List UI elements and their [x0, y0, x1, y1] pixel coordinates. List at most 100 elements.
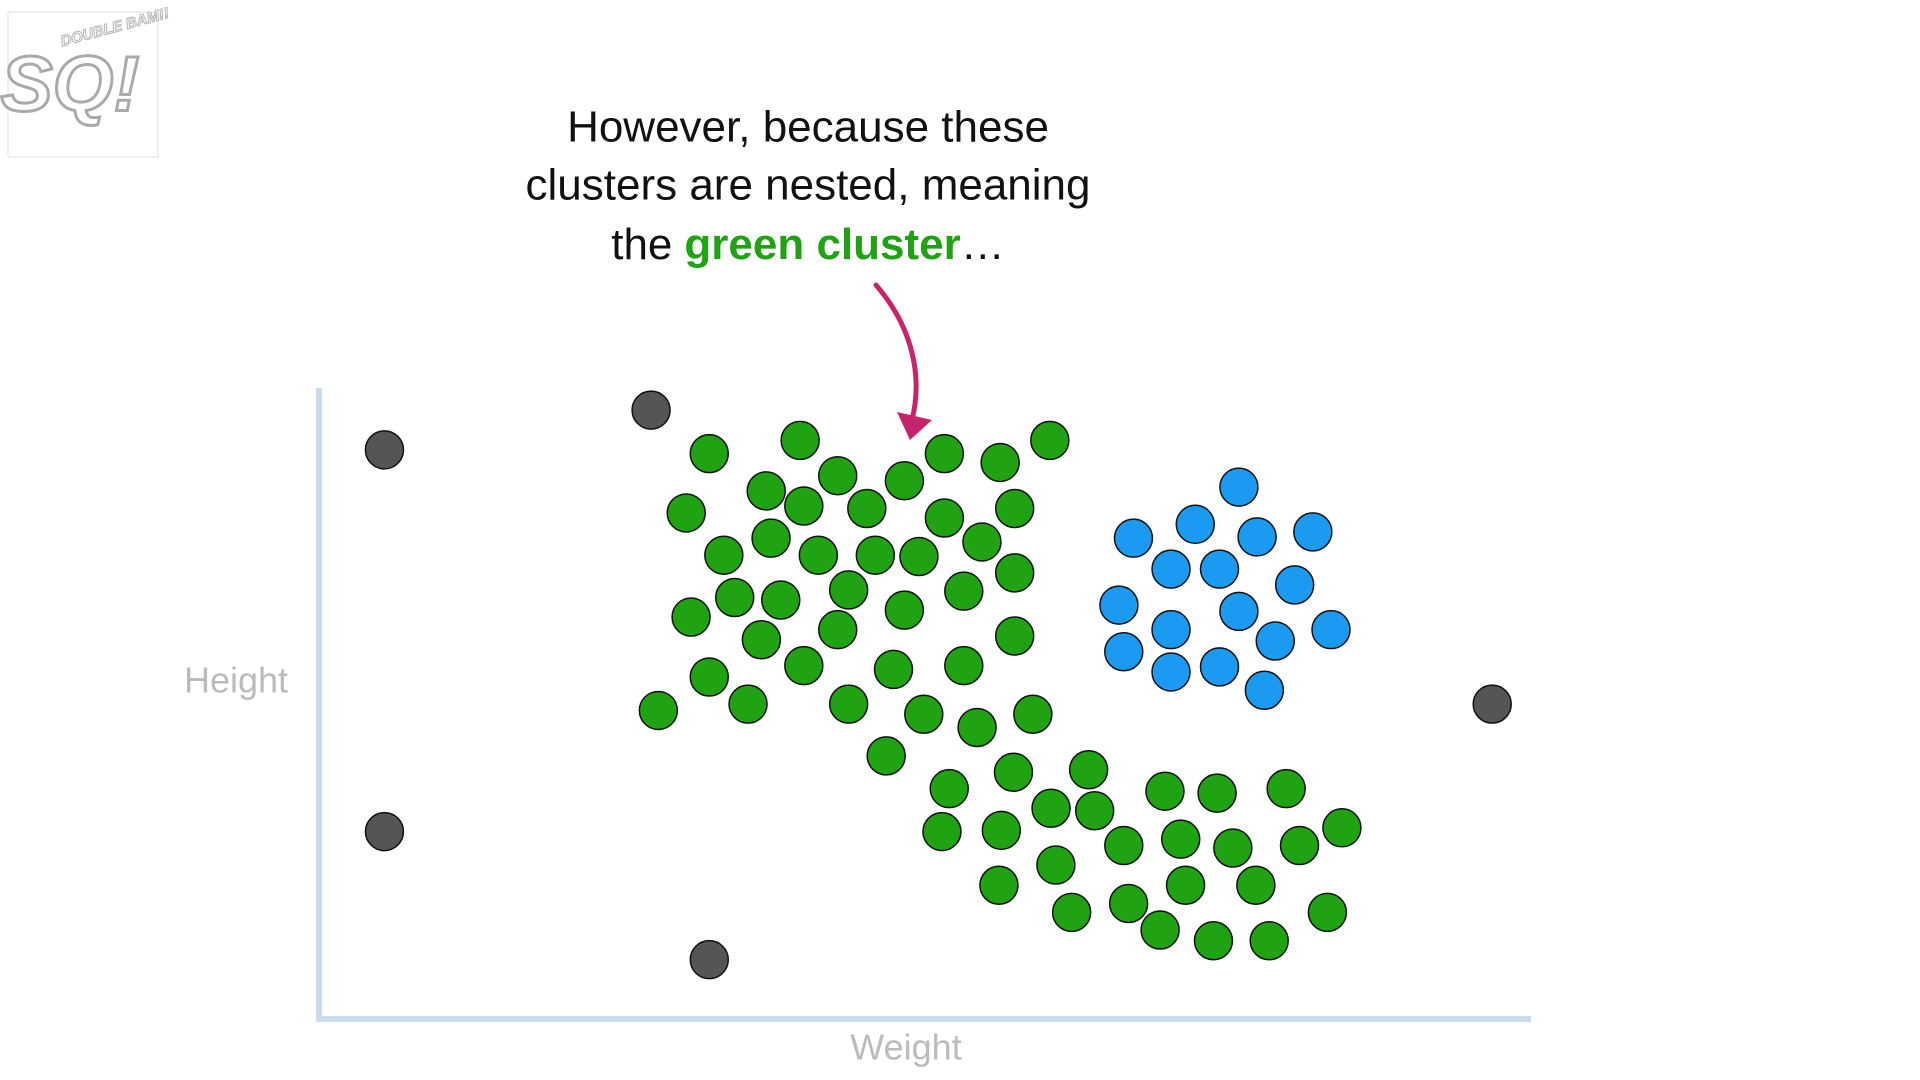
point — [1175, 504, 1216, 545]
point — [1237, 517, 1277, 557]
point — [1307, 892, 1348, 933]
arrow — [873, 282, 919, 423]
point — [1165, 865, 1206, 905]
point — [364, 430, 405, 470]
point — [1274, 565, 1315, 605]
point — [1219, 467, 1259, 507]
point — [1013, 694, 1053, 734]
point — [784, 486, 824, 526]
annotation-text: … — [961, 220, 1005, 269]
point — [1472, 684, 1512, 724]
point — [364, 811, 405, 852]
point — [1193, 921, 1234, 961]
point — [1311, 609, 1351, 650]
point — [994, 553, 1035, 593]
point — [1322, 808, 1362, 848]
point — [924, 498, 965, 538]
point — [979, 865, 1019, 905]
annotation-line: the green cluster… — [611, 220, 1005, 269]
y-axis-label: Height — [184, 660, 288, 701]
point — [828, 570, 869, 610]
point — [1099, 585, 1139, 625]
point — [1031, 788, 1071, 828]
point — [689, 657, 730, 697]
point — [1160, 819, 1201, 859]
point — [924, 433, 965, 474]
point — [817, 609, 858, 650]
point — [922, 811, 962, 852]
point — [866, 736, 906, 776]
point — [957, 707, 997, 748]
point — [1219, 591, 1259, 632]
point — [904, 694, 944, 734]
point — [1255, 621, 1296, 661]
point — [780, 420, 820, 461]
point — [1266, 768, 1306, 809]
point — [980, 442, 1020, 483]
point — [728, 684, 768, 724]
point — [666, 493, 706, 533]
point — [962, 522, 1002, 562]
point — [1236, 865, 1276, 905]
point — [1068, 750, 1109, 790]
point — [817, 455, 858, 496]
arrow-head — [897, 412, 932, 440]
point — [1113, 518, 1154, 558]
point — [704, 535, 744, 575]
point — [1051, 892, 1092, 933]
point — [1074, 791, 1115, 831]
logo-letters: SQ! — [1, 40, 140, 128]
point — [1145, 771, 1185, 811]
point — [798, 535, 839, 575]
point — [828, 684, 869, 724]
point — [1249, 921, 1289, 961]
point — [884, 461, 925, 501]
point — [1104, 825, 1144, 866]
point — [1036, 845, 1076, 885]
point — [689, 939, 730, 980]
point — [944, 571, 984, 611]
point — [689, 433, 730, 474]
point — [847, 488, 887, 529]
point — [671, 597, 711, 637]
point — [855, 535, 896, 575]
point — [638, 690, 679, 731]
point — [993, 752, 1034, 793]
point — [994, 616, 1035, 656]
logo: SQ! DOUBLE BAM!! — [0, 4, 171, 158]
point — [873, 649, 914, 690]
point — [1279, 825, 1320, 866]
point — [1197, 773, 1237, 813]
annotation-line: However, because these — [567, 103, 1049, 152]
point — [741, 620, 782, 660]
logo-frame — [7, 11, 159, 158]
point — [1151, 609, 1191, 650]
annotation-text: the — [611, 220, 672, 269]
point — [1030, 420, 1070, 461]
annotation-highlight: green cluster — [684, 220, 960, 269]
point — [751, 518, 791, 558]
point — [761, 580, 801, 620]
point — [746, 471, 786, 511]
point — [1199, 647, 1240, 687]
point — [1151, 549, 1191, 589]
point — [1151, 652, 1191, 692]
point — [1104, 632, 1144, 672]
point — [784, 645, 824, 686]
point — [944, 645, 984, 686]
point — [1108, 883, 1149, 924]
point — [714, 577, 755, 618]
point — [631, 390, 671, 430]
point — [1140, 910, 1180, 950]
point — [1199, 549, 1240, 589]
point — [1244, 670, 1285, 710]
points — [364, 390, 1512, 980]
annotation-line: clusters are nested, meaning — [526, 161, 1091, 210]
point — [1293, 512, 1333, 552]
point — [1213, 828, 1253, 868]
x-axis-label: Weight — [850, 1027, 961, 1068]
point — [899, 536, 939, 577]
point — [981, 810, 1022, 851]
point — [929, 768, 969, 809]
